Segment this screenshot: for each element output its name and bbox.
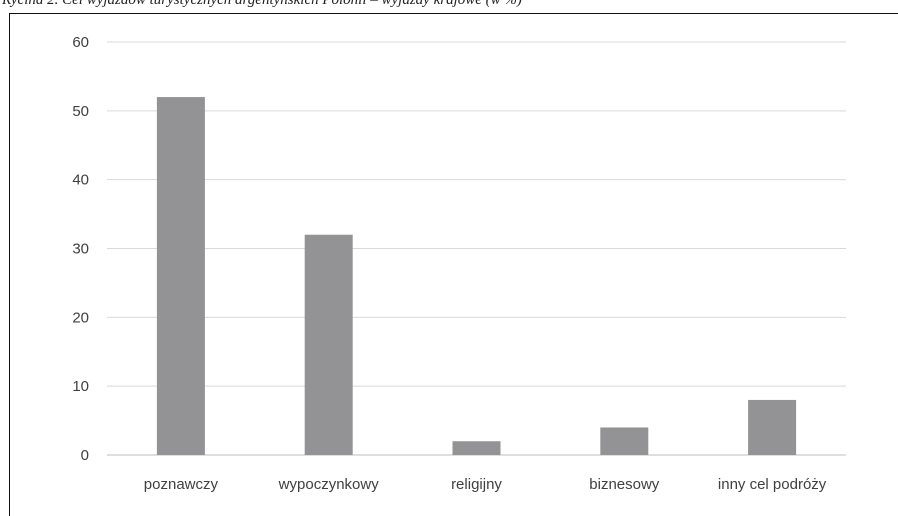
x-axis-ticks: poznawczy wypoczynkowy religijny biznesowy i… — [144, 476, 827, 493]
y-tick-label: 40 — [72, 172, 89, 189]
y-tick-label: 10 — [72, 378, 89, 395]
bars — [156, 97, 797, 456]
figure-caption: Rycina 2. Cel wyjazdów turystycznych arg… — [2, 0, 522, 8]
x-tick-label: biznesowy — [589, 476, 660, 493]
bar — [748, 399, 797, 455]
bar — [600, 427, 649, 455]
bar — [156, 97, 205, 456]
x-tick-label: inny cel podróży — [718, 476, 827, 493]
y-tick-label: 0 — [81, 447, 89, 464]
bar — [452, 441, 501, 455]
y-tick-label: 60 — [72, 34, 89, 51]
bar — [304, 234, 353, 455]
y-tick-label: 30 — [72, 241, 89, 258]
chart-frame — [9, 13, 898, 516]
y-tick-label: 50 — [72, 103, 89, 120]
y-axis-ticks: 0 10 20 30 40 50 60 — [72, 34, 89, 464]
x-tick-label: wypoczynkowy — [278, 476, 380, 493]
gridlines — [107, 41, 846, 456]
x-tick-label: poznawczy — [144, 476, 219, 493]
y-tick-label: 20 — [72, 309, 89, 326]
x-tick-label: religijny — [451, 476, 502, 493]
